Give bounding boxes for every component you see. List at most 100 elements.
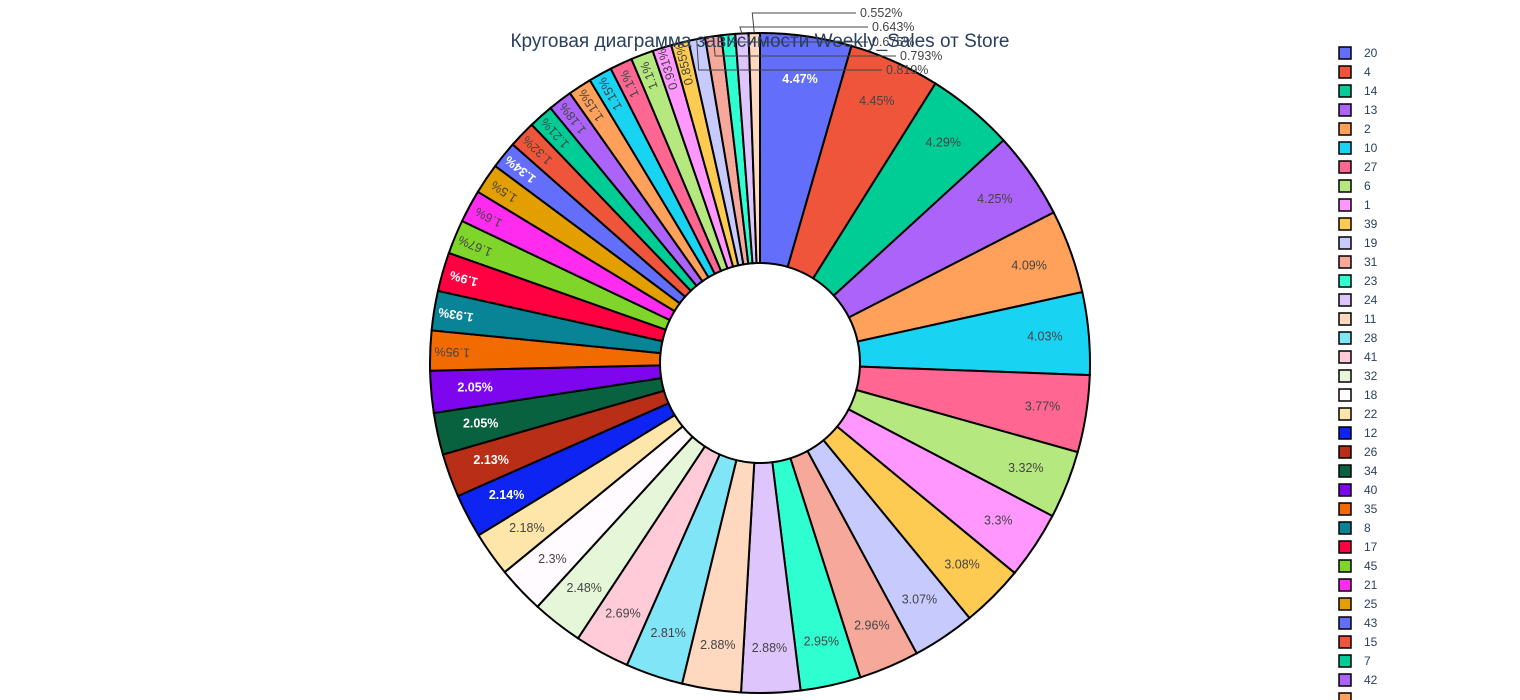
legend-item[interactable]: 2	[1338, 122, 1371, 136]
legend-label: 12	[1364, 426, 1378, 440]
legend-swatch	[1338, 255, 1352, 269]
slice-label: 2.88%	[752, 641, 787, 655]
legend-swatch	[1338, 122, 1352, 136]
legend-item[interactable]: 23	[1338, 274, 1378, 288]
legend-label: 35	[1364, 502, 1378, 516]
legend-swatch	[1338, 692, 1352, 700]
legend-item[interactable]: 26	[1338, 445, 1378, 459]
legend-swatch	[1338, 160, 1352, 174]
legend-label: 41	[1364, 350, 1378, 364]
legend-swatch	[1338, 369, 1352, 383]
legend-item[interactable]: 12	[1338, 426, 1378, 440]
legend-swatch	[1338, 464, 1352, 478]
legend-label: 4	[1364, 65, 1371, 79]
legend-item[interactable]: 4	[1338, 65, 1371, 79]
legend-item[interactable]: 19	[1338, 236, 1378, 250]
legend-label: 8	[1364, 521, 1371, 535]
legend-swatch	[1338, 350, 1352, 364]
slice-label: 0.675%	[872, 35, 914, 49]
legend-item[interactable]: 14	[1338, 84, 1378, 98]
legend-item[interactable]: 6	[1338, 179, 1371, 193]
legend-item[interactable]: 10	[1338, 141, 1378, 155]
legend-item[interactable]: 31	[1338, 255, 1378, 269]
legend-item[interactable]: 32	[1338, 369, 1378, 383]
legend-label: 31	[1364, 255, 1378, 269]
legend-label: 7	[1364, 654, 1371, 668]
legend-item[interactable]: 42	[1338, 673, 1378, 687]
legend-item[interactable]: 11	[1338, 312, 1377, 326]
legend-swatch	[1338, 597, 1352, 611]
slice-label: 2.13%	[473, 453, 508, 467]
legend-item[interactable]: 34	[1338, 464, 1378, 478]
legend-label: 24	[1364, 293, 1378, 307]
legend-swatch	[1338, 673, 1352, 687]
slice-label: 3.08%	[944, 558, 979, 572]
slice-label: 2.88%	[700, 638, 735, 652]
legend-label: 39	[1364, 217, 1378, 231]
slice-label-leader	[712, 36, 896, 57]
legend-label: 42	[1364, 673, 1378, 687]
slice-label: 1.95%	[434, 344, 470, 359]
slice-label: 4.29%	[925, 136, 960, 150]
legend-label: 27	[1364, 160, 1378, 174]
legend-item[interactable]: 27	[1338, 160, 1378, 174]
slice-label: 3.3%	[984, 513, 1013, 527]
legend-swatch	[1338, 578, 1352, 592]
slice-label: 4.47%	[782, 72, 817, 86]
legend-label: 22	[1364, 407, 1378, 421]
legend: 20 4 14 13 2 10 27 6 1 39 19 31 23 24 11 28 41 32 18 22 12 26…	[1338, 46, 1378, 700]
legend-swatch	[1338, 407, 1352, 421]
legend-item[interactable]: 15	[1338, 635, 1378, 649]
legend-swatch	[1338, 483, 1352, 497]
slice-label-leader	[739, 26, 868, 34]
legend-item[interactable]: 41	[1338, 350, 1378, 364]
slice-label: 2.81%	[650, 626, 685, 640]
slice-label: 4.45%	[859, 94, 894, 108]
slice-label: 4.25%	[977, 192, 1012, 206]
legend-item[interactable]: 17	[1338, 540, 1378, 554]
legend-item[interactable]: 40	[1338, 483, 1378, 497]
legend-label: 10	[1364, 141, 1378, 155]
legend-item[interactable]: 18	[1338, 388, 1378, 402]
legend-swatch	[1338, 312, 1352, 326]
slice-label: 2.14%	[489, 488, 524, 502]
legend-item[interactable]: 28	[1338, 331, 1378, 345]
legend-swatch	[1338, 521, 1352, 535]
legend-swatch	[1338, 274, 1352, 288]
pie-slices	[429, 31, 1091, 694]
legend-item[interactable]: 8	[1338, 521, 1371, 535]
legend-label: 28	[1364, 331, 1378, 345]
pie-slice[interactable]	[747, 31, 761, 265]
legend-label: 34	[1364, 464, 1378, 478]
legend-item[interactable]: 45	[1338, 559, 1378, 573]
legend-item[interactable]: 25	[1338, 597, 1378, 611]
legend-item[interactable]: 43	[1338, 616, 1378, 630]
slice-label: 3.07%	[902, 593, 937, 607]
legend-item[interactable]: 39	[1338, 217, 1378, 231]
legend-item[interactable]	[1338, 692, 1352, 700]
legend-swatch	[1338, 46, 1352, 60]
slice-label-leader	[751, 12, 856, 34]
legend-label: 2	[1364, 122, 1371, 136]
slice-label: 2.69%	[605, 606, 640, 620]
legend-item[interactable]: 7	[1338, 654, 1371, 668]
legend-swatch	[1338, 388, 1352, 402]
legend-item[interactable]: 22	[1338, 407, 1378, 421]
legend-item[interactable]: 35	[1338, 502, 1378, 516]
legend-item[interactable]: 1	[1338, 198, 1371, 212]
legend-label: 19	[1364, 236, 1378, 250]
legend-swatch	[1338, 141, 1352, 155]
legend-item[interactable]: 20	[1338, 46, 1378, 60]
legend-swatch	[1338, 445, 1352, 459]
legend-label: 32	[1364, 369, 1378, 383]
legend-item[interactable]: 21	[1338, 578, 1378, 592]
legend-item[interactable]: 24	[1338, 293, 1378, 307]
slice-label-leader	[696, 39, 882, 71]
slice-label: 3.32%	[1008, 461, 1043, 475]
slice-label: 2.18%	[509, 521, 544, 535]
legend-label: 45	[1364, 559, 1378, 573]
legend-swatch	[1338, 559, 1352, 573]
legend-item[interactable]: 13	[1338, 103, 1378, 117]
legend-label: 1	[1364, 198, 1371, 212]
